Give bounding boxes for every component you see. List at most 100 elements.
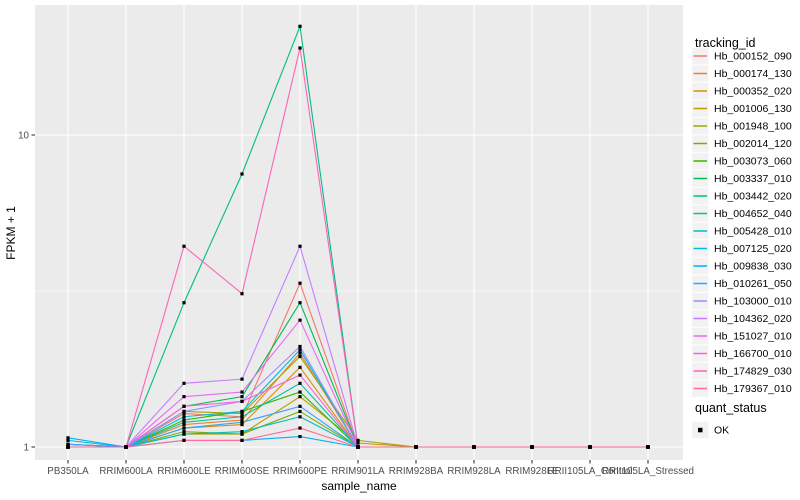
legend-item-label: Hb_005428_010 — [714, 226, 792, 238]
data-point — [530, 445, 534, 449]
data-point — [240, 422, 244, 427]
data-point — [356, 438, 360, 442]
data-point — [298, 318, 302, 322]
legend-title-quant-status: quant_status — [695, 401, 767, 415]
data-point — [182, 411, 186, 416]
data-point — [298, 244, 302, 248]
legend-item-label: Hb_003073_060 — [714, 156, 792, 168]
legend-item-label: Hb_174829_030 — [714, 366, 792, 378]
legend-item-label: Hb_001006_130 — [714, 103, 792, 115]
legend-item: Hb_000352_020 — [692, 82, 792, 100]
legend-item-label: Hb_002014_120 — [714, 138, 792, 150]
legend-item: Hb_010261_050 — [692, 275, 792, 292]
legend-title-tracking-id: tracking_id — [695, 36, 755, 50]
legend: tracking_id Hb_000152_090Hb_000174_130Hb… — [692, 36, 792, 439]
x-tick-label: RRIM928LA — [447, 466, 501, 477]
data-point — [182, 430, 186, 434]
data-point — [182, 418, 186, 422]
data-point — [240, 390, 244, 394]
legend-item-label: OK — [714, 425, 729, 437]
data-point — [182, 395, 186, 399]
legend-item: Hb_003337_010 — [692, 170, 792, 187]
legend-item: Hb_004652_040 — [692, 205, 792, 222]
legend-item: Hb_001948_100 — [692, 117, 792, 135]
data-point — [182, 381, 186, 385]
x-axis-title: sample_name — [321, 479, 397, 493]
legend-item: Hb_104362_020 — [692, 310, 792, 327]
data-point — [240, 418, 244, 422]
x-tick-label: RRIM901LA — [331, 466, 385, 477]
legend-item: Hb_001006_130 — [692, 100, 792, 117]
data-point — [66, 436, 70, 440]
data-point — [298, 46, 302, 50]
legend-item: Hb_002014_120 — [692, 135, 792, 152]
data-point — [298, 404, 302, 408]
x-tick-label: RRIM600LA — [99, 466, 153, 477]
data-point — [298, 24, 302, 28]
data-point — [646, 445, 650, 449]
legend-item-label: Hb_004652_040 — [714, 208, 792, 220]
legend-item-label: Hb_104362_020 — [714, 313, 792, 325]
legend-items-tracking-id: Hb_000152_090 Hb_000174_130 Hb_000352_020 H… — [692, 47, 792, 397]
data-point — [66, 438, 70, 442]
data-point — [472, 445, 476, 449]
legend-item: Hb_003073_060 — [692, 152, 792, 170]
data-point — [298, 426, 302, 430]
legend-item: Hb_007125_020 — [692, 240, 792, 257]
legend-item: Hb_000174_130 — [692, 65, 792, 82]
legend-item: OK — [692, 421, 729, 439]
data-point — [414, 445, 418, 449]
data-point — [298, 395, 302, 399]
y-tick-label: 1 — [24, 443, 29, 454]
legend-item-label: Hb_010261_050 — [714, 278, 792, 290]
data-point — [298, 409, 302, 414]
data-point — [182, 415, 186, 419]
legend-item-label: Hb_007125_020 — [714, 243, 792, 255]
x-tick-label: RRIM600SE — [215, 466, 270, 477]
data-point — [298, 281, 302, 285]
data-point — [182, 432, 186, 436]
data-point — [240, 432, 244, 436]
data-point — [124, 445, 128, 449]
data-point — [356, 445, 360, 449]
data-point — [182, 420, 186, 424]
data-point — [298, 344, 302, 349]
data-point — [240, 415, 244, 419]
legend-item: Hb_003442_020 — [692, 187, 792, 205]
data-point — [356, 441, 360, 445]
legend-item-label: Hb_003442_020 — [714, 191, 792, 203]
legend-item-label: Hb_001948_100 — [714, 121, 792, 133]
data-point — [298, 381, 302, 385]
data-point — [240, 420, 244, 424]
data-point — [182, 426, 186, 430]
data-point — [298, 373, 302, 377]
data-point — [298, 348, 302, 352]
legend-item-label: Hb_000152_090 — [714, 51, 792, 63]
data-point — [182, 404, 186, 408]
data-point — [298, 415, 302, 419]
legend-item: Hb_005428_010 — [692, 222, 792, 240]
legend-item: Hb_179367_010 — [692, 380, 792, 397]
legend-item-label: Hb_000352_020 — [714, 86, 792, 98]
y-tick-label: 10 — [18, 131, 29, 142]
data-point — [240, 292, 244, 296]
x-tick-label: RRIM928LE — [505, 466, 559, 477]
legend-item: Hb_166700_010 — [692, 345, 792, 362]
legend-item-label: Hb_179367_010 — [714, 383, 792, 395]
y-axis-title: FPKM + 1 — [4, 206, 18, 260]
data-point — [240, 411, 244, 416]
data-point — [66, 442, 70, 446]
legend-item-label: Hb_000174_130 — [714, 68, 792, 80]
data-point — [298, 390, 302, 394]
x-tick-label: PB350LA — [47, 466, 89, 477]
gridlines — [35, 5, 683, 460]
x-tick-label: RRII105LA_Stressed — [602, 466, 694, 477]
data-point — [182, 409, 186, 414]
legend-item-label: Hb_151027_010 — [714, 331, 792, 343]
data-point — [298, 365, 302, 369]
legend-item-label: Hb_009838_030 — [714, 261, 792, 273]
legend-item-label: Hb_166700_010 — [714, 348, 792, 360]
